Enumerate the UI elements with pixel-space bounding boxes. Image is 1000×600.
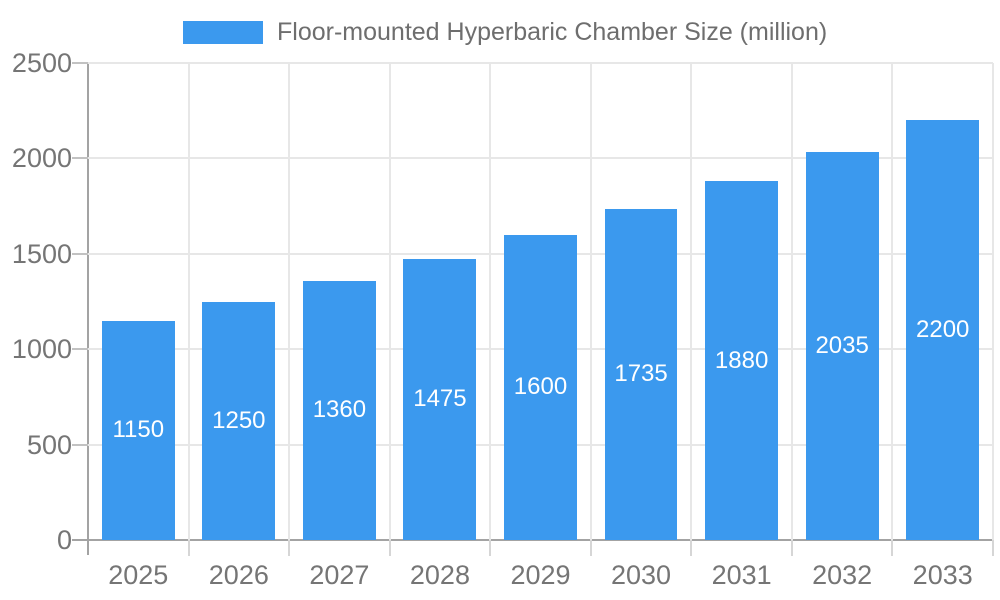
bar-value-label: 1475 — [413, 385, 467, 413]
bar-2033: 2200 — [906, 120, 980, 540]
gridline-v — [891, 63, 894, 540]
legend-label: Floor-mounted Hyperbaric Chamber Size (m… — [277, 17, 828, 46]
bar-2032: 2035 — [805, 151, 879, 540]
gridline-v — [589, 63, 592, 540]
gridline-v — [790, 63, 793, 540]
bar-value-label: 1150 — [112, 416, 165, 444]
bar-2025: 1150 — [101, 320, 175, 540]
y-axis-line — [87, 63, 89, 555]
bar-2027: 1360 — [302, 280, 376, 540]
y-tick-label: 1000 — [11, 334, 72, 365]
gridline-v — [992, 63, 994, 540]
bar-value-label: 1735 — [614, 360, 668, 388]
x-tick-label: 2025 — [108, 560, 169, 590]
gridline-v — [288, 63, 291, 540]
x-axis-tick — [589, 540, 592, 556]
bar-value-label: 2200 — [916, 316, 970, 344]
y-tick-label: 500 — [26, 429, 72, 460]
bar-value-label: 1360 — [312, 396, 367, 424]
y-axis-tick — [72, 443, 88, 446]
gridline-v — [388, 63, 391, 540]
bar-2026: 1250 — [202, 301, 276, 540]
bar-2028: 1475 — [403, 258, 477, 540]
bar-value-label: 2035 — [815, 331, 869, 359]
x-tick-label: 2026 — [208, 560, 269, 590]
bar-value-label: 1880 — [714, 346, 769, 374]
gridline-v — [187, 63, 190, 540]
x-tick-label: 2029 — [510, 560, 571, 590]
x-axis-tick — [288, 540, 291, 556]
x-axis-tick — [489, 540, 492, 556]
y-axis-tick — [72, 252, 88, 255]
bar-value-label: 1250 — [212, 406, 266, 434]
gridline-h — [88, 62, 993, 64]
x-axis-tick — [790, 540, 793, 556]
x-axis-tick — [388, 540, 391, 556]
y-tick-label: 2000 — [11, 143, 72, 174]
bar-2029: 1600 — [504, 234, 577, 540]
x-axis-tick — [187, 540, 190, 556]
x-axis-tick — [891, 540, 894, 556]
y-tick-label: 1500 — [11, 238, 72, 269]
bar-2030: 1735 — [604, 208, 678, 540]
x-axis-tick — [690, 540, 693, 556]
bar-value-label: 1600 — [513, 373, 568, 401]
x-axis-line — [72, 539, 993, 541]
x-tick-label: 2028 — [409, 560, 470, 590]
gridline-h — [88, 157, 993, 160]
plot-area: 1150 1250 1360 1475 1600 1735 1880 2035 2200 — [88, 62, 994, 540]
x-tick-label: 2032 — [812, 560, 873, 590]
gridline-v — [489, 63, 492, 540]
x-tick-label: 2031 — [711, 560, 772, 590]
y-axis-tick — [72, 62, 88, 64]
legend-swatch — [183, 20, 263, 44]
x-tick-label: 2033 — [912, 560, 973, 590]
y-axis-tick — [72, 348, 88, 351]
gridline-v — [690, 63, 693, 540]
y-axis-tick — [72, 157, 88, 160]
x-tick-label: 2030 — [611, 560, 672, 590]
bar-2031: 1880 — [705, 181, 779, 540]
x-axis-tick — [992, 540, 994, 556]
y-tick-label: 0 — [56, 525, 72, 555]
x-tick-label: 2027 — [309, 560, 370, 590]
legend: Floor-mounted Hyperbaric Chamber Size (m… — [183, 15, 827, 49]
y-tick-label: 2500 — [11, 48, 72, 78]
